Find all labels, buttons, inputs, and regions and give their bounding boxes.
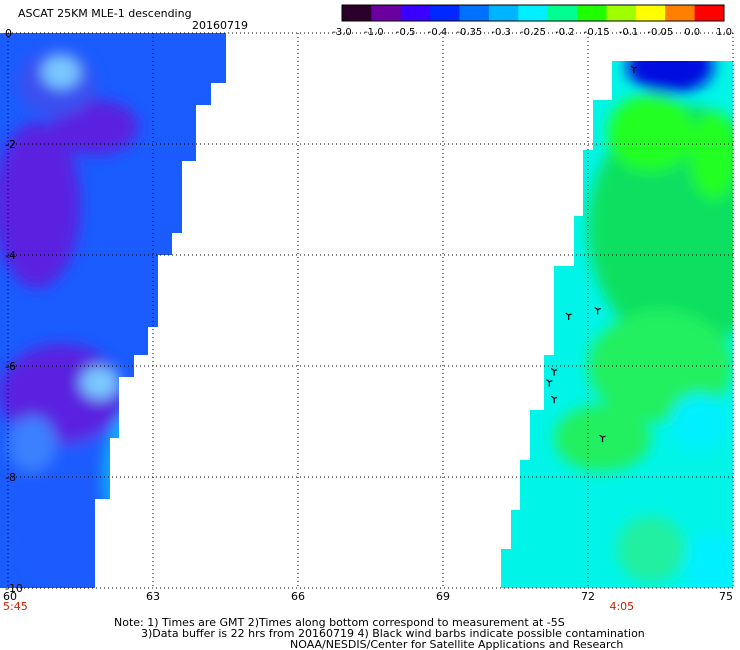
field-region (8, 415, 57, 472)
colorbar-swatch (430, 5, 461, 21)
y-tick-label: -8 (5, 471, 16, 484)
colorbar-tick-label: -0.3 (491, 27, 511, 38)
field-region (0, 121, 81, 289)
colorbar-swatch (488, 5, 519, 21)
field-region (104, 410, 163, 544)
wind-barb-mark (599, 434, 606, 443)
colorbar-swatch (400, 5, 431, 21)
field-region (51, 99, 139, 156)
field-region (607, 94, 695, 172)
field-region (617, 515, 685, 583)
field-region (626, 61, 714, 95)
y-tick-label: -10 (5, 582, 23, 595)
note-line-3: NOAA/NESDIS/Center for Satellite Applica… (290, 638, 623, 650)
colorbar-tick-label: -0.5 (396, 27, 416, 38)
x-tick-label: 66 (291, 590, 305, 603)
colorbar-tick-label: -1.0 (364, 27, 384, 38)
note-line-2: 3)Data buffer is 22 hrs from 20160719 4)… (141, 627, 645, 640)
y-tick-label: -2 (5, 138, 16, 151)
colorbar-swatch (635, 5, 666, 21)
colorbar-swatch (459, 5, 490, 21)
contamination-marks (546, 65, 638, 443)
colorbar-swatch (577, 5, 607, 21)
time-label: 4:05 (609, 600, 634, 613)
colorbar-tick-label: -0.35 (456, 27, 482, 38)
chart-title: ASCAT 25KM MLE-1 descending (18, 7, 192, 20)
wind-barb-mark (546, 379, 553, 387)
colorbar-swatch (518, 5, 549, 21)
wind-barb-mark (550, 368, 558, 376)
colorbar-swatch (606, 5, 637, 21)
colorbar-swatch (694, 5, 725, 21)
wind-barb-mark (550, 395, 558, 404)
field-region (684, 532, 733, 588)
wind-barb-mark (630, 65, 638, 74)
field-region (670, 393, 729, 450)
colorbar-frame (341, 4, 725, 22)
y-tick-label: -6 (5, 360, 16, 373)
x-tick-label: 69 (436, 590, 450, 603)
chart-date: 20160719 (192, 19, 248, 32)
time-label: 5:45 (3, 600, 28, 613)
colorbar-swatch (342, 5, 372, 21)
field-region (689, 110, 733, 200)
x-tick-label: 60 (3, 590, 17, 603)
colorbar-swatch (547, 5, 578, 21)
x-tick-label: 75 (719, 590, 733, 603)
y-tick-label: -4 (5, 249, 16, 262)
colorbar-swatch (665, 5, 696, 21)
field-region (80, 366, 120, 400)
y-tick-label: 0 (5, 27, 12, 40)
colorbar-tick-label: -3.0 (332, 27, 352, 38)
colorbar-tick-label: -0.4 (428, 27, 448, 38)
x-tick-label: 72 (581, 590, 595, 603)
note-line-1: Note: 1) Times are GMT 2)Times along bot… (114, 616, 565, 629)
colorbar-swatch (371, 5, 402, 21)
wind-barb-mark (594, 307, 601, 315)
x-tick-label: 63 (146, 590, 160, 603)
grid-lines (7, 32, 734, 589)
field-region (41, 55, 81, 89)
wind-barb-mark (565, 312, 572, 321)
